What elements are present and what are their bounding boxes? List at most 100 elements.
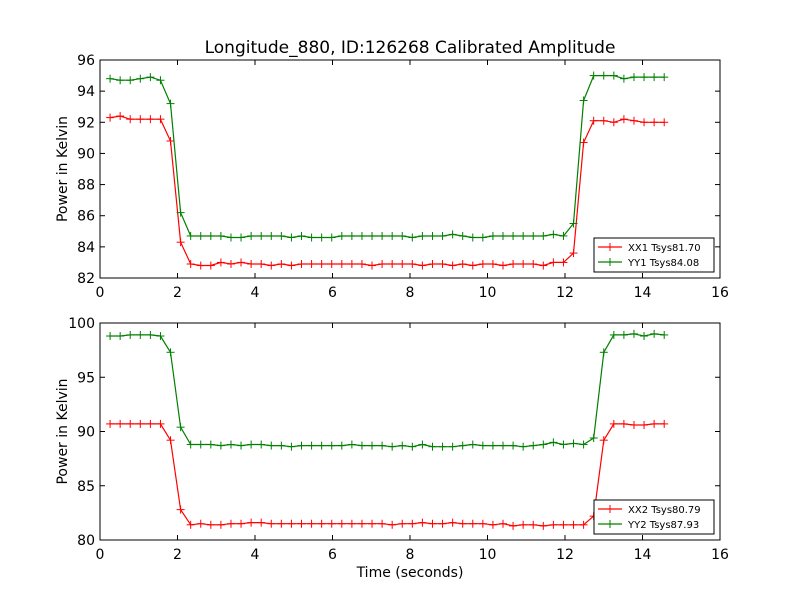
data-point	[569, 439, 578, 448]
data-point	[196, 231, 205, 240]
data-point	[619, 74, 628, 83]
data-point	[579, 440, 588, 449]
data-point	[488, 441, 497, 450]
data-point	[357, 441, 366, 450]
data-point	[196, 519, 205, 528]
data-point	[176, 208, 185, 217]
x-tick-label: 0	[96, 285, 105, 301]
y-tick-label: 94	[77, 84, 95, 100]
data-point	[156, 76, 165, 85]
data-point	[539, 231, 548, 240]
data-point	[136, 419, 145, 428]
data-point	[640, 73, 649, 82]
data-point	[166, 136, 175, 145]
data-point	[539, 261, 548, 270]
data-point	[126, 76, 135, 85]
y-tick-label: 90	[77, 146, 95, 162]
x-tick-label: 10	[479, 285, 497, 301]
data-point	[629, 329, 638, 338]
data-point	[549, 258, 558, 267]
data-point	[156, 332, 165, 341]
x-tick-label: 6	[328, 285, 337, 301]
data-point	[569, 520, 578, 529]
data-point	[247, 440, 256, 449]
data-point	[307, 259, 316, 268]
data-point	[398, 441, 407, 450]
data-point	[287, 519, 296, 528]
data-point	[529, 441, 538, 450]
data-point	[166, 436, 175, 445]
data-point	[247, 259, 256, 268]
data-point	[317, 233, 326, 242]
data-point	[559, 440, 568, 449]
data-point	[488, 259, 497, 268]
data-point	[226, 233, 235, 242]
data-point	[398, 519, 407, 528]
data-point	[327, 259, 336, 268]
data-point	[408, 259, 417, 268]
data-point	[418, 261, 427, 270]
data-point	[509, 231, 518, 240]
data-point	[166, 348, 175, 357]
data-point	[499, 519, 507, 528]
data-point	[499, 441, 507, 450]
data-point	[650, 118, 659, 127]
data-point	[327, 233, 336, 242]
y-tick-label: 80	[77, 533, 95, 549]
data-point	[408, 442, 417, 451]
data-point	[609, 330, 618, 339]
data-point	[176, 423, 185, 432]
legend-item: YY1 Tsys84.08	[598, 258, 699, 269]
data-point	[549, 230, 558, 239]
data-point	[206, 231, 215, 240]
top-panel: 0 2 4 6 8 10 12 14 16 82 84 86 88 90 92 94 96 Power in Ke…	[55, 53, 729, 301]
data-point	[136, 330, 145, 339]
data-point	[629, 73, 638, 82]
data-point	[347, 440, 356, 449]
data-point	[499, 231, 507, 240]
x-tick-label: 8	[406, 285, 415, 301]
data-point	[388, 442, 397, 451]
y-tick-label: 86	[77, 209, 95, 225]
data-point	[619, 115, 628, 124]
y-axis-label: Power in Kelvin	[55, 378, 71, 484]
data-point	[529, 259, 538, 268]
series-2	[106, 71, 669, 242]
data-point	[599, 348, 608, 357]
data-point	[297, 441, 306, 450]
data-point	[267, 231, 276, 240]
data-point	[448, 261, 457, 270]
data-point	[337, 519, 346, 528]
data-point	[660, 118, 669, 127]
data-point	[589, 71, 598, 80]
y-tick-label: 95	[77, 370, 95, 386]
data-point	[660, 419, 669, 428]
data-point	[337, 441, 346, 450]
data-point	[106, 332, 115, 341]
data-point	[156, 419, 165, 428]
data-point	[368, 261, 377, 270]
data-point	[136, 115, 145, 124]
legend-label: YY2 Tsys87.93	[627, 520, 699, 531]
data-point	[519, 259, 528, 268]
data-point	[549, 438, 558, 447]
data-point	[478, 233, 487, 242]
data-point	[357, 519, 366, 528]
data-point	[357, 259, 366, 268]
data-point	[478, 441, 487, 450]
data-point	[176, 238, 185, 247]
data-point	[569, 249, 578, 258]
y-tick-label: 90	[77, 425, 95, 441]
data-point	[116, 419, 125, 428]
x-tick-label: 2	[173, 547, 182, 563]
data-point	[579, 138, 588, 147]
data-point	[226, 519, 235, 528]
data-point	[509, 259, 518, 268]
data-point	[408, 233, 417, 242]
data-point	[408, 519, 417, 528]
data-point	[640, 332, 649, 341]
data-point	[196, 440, 205, 449]
data-point	[146, 115, 155, 124]
data-point	[458, 519, 467, 528]
data-point	[468, 233, 477, 242]
